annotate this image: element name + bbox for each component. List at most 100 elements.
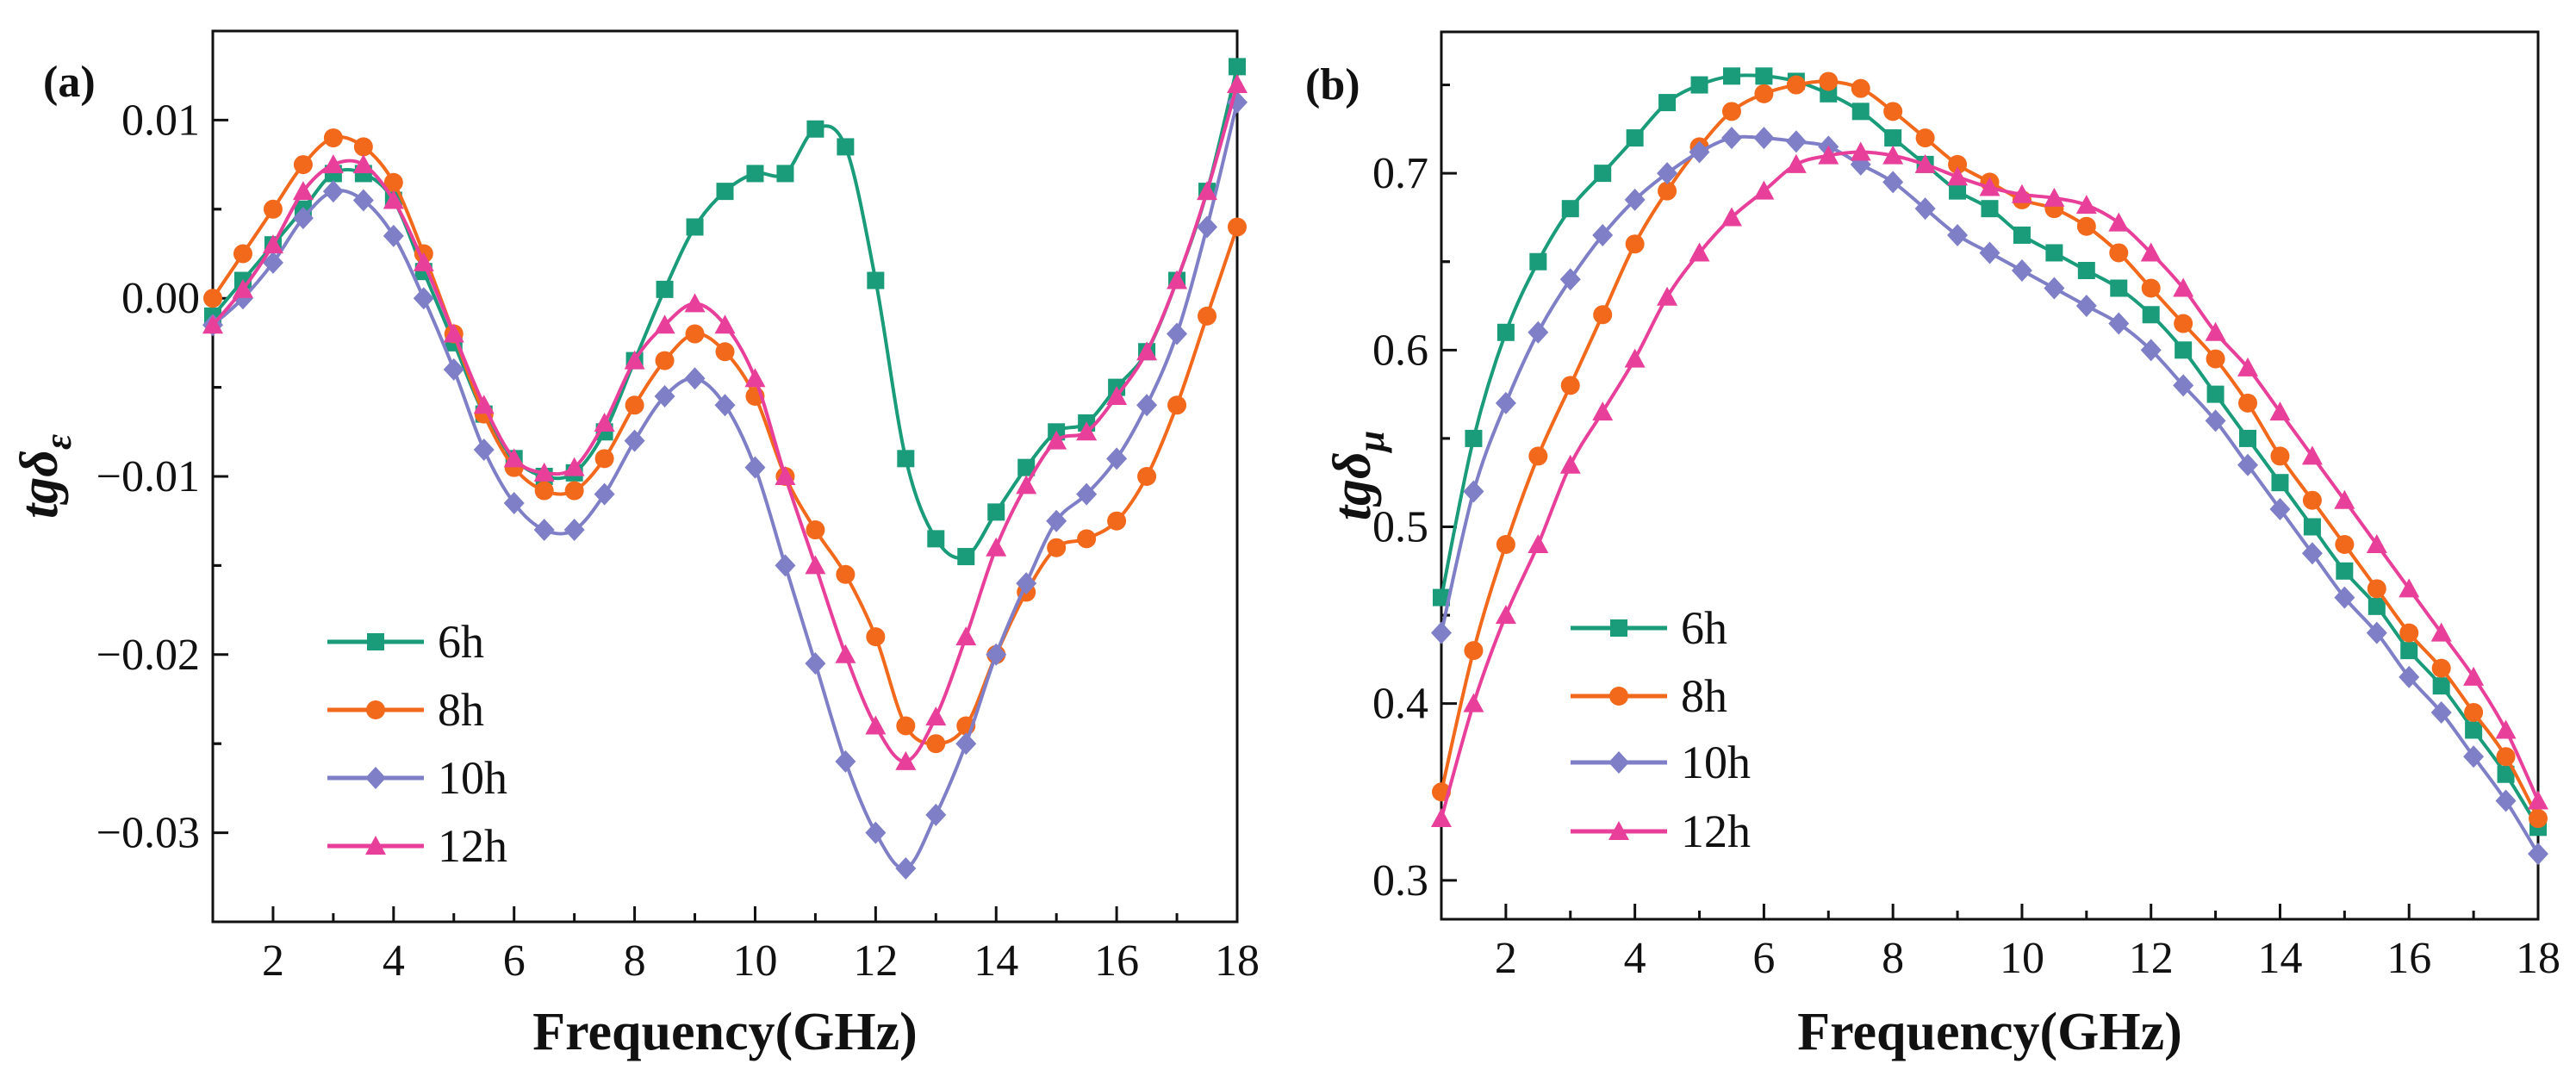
data-point-6h (2013, 226, 2031, 244)
data-point-10h (1046, 509, 1067, 532)
data-point-8h (323, 128, 343, 148)
data-point-8h (2399, 623, 2419, 643)
data-point-8h (926, 734, 946, 754)
legend-label: 8h (1681, 670, 1727, 722)
data-point-6h (1626, 129, 1644, 147)
data-point-8h (2496, 747, 2516, 767)
data-point-10h (1657, 162, 1678, 185)
data-point-10h (352, 189, 374, 212)
data-point-12h (1076, 421, 1098, 441)
data-point-12h (443, 323, 464, 343)
series-line-10h (1440, 134, 2540, 855)
data-point-10h (895, 856, 917, 880)
data-point-8h (1883, 102, 1903, 121)
data-point-12h (232, 278, 253, 298)
data-point-10h (413, 287, 434, 310)
data-point-12h (1979, 177, 2000, 196)
data-point-6h (2206, 385, 2224, 403)
data-point-8h (353, 137, 373, 157)
legend-item-10h: 10h (1571, 737, 1751, 788)
data-point-6h (1851, 103, 1870, 121)
data-point-12h (805, 555, 826, 575)
data-point-12h (1657, 286, 1678, 306)
y-tick-label: 0.00 (121, 274, 200, 323)
data-point-8h (1819, 72, 1839, 91)
data-point-12h (383, 190, 404, 209)
data-point-12h (744, 368, 766, 388)
data-point-10h (1197, 215, 1218, 239)
data-point-10h (473, 438, 495, 461)
data-point-10h (955, 732, 977, 756)
data-point-8h (1786, 75, 1806, 95)
x-tick-label: 4 (383, 936, 405, 986)
data-point-12h (654, 314, 675, 334)
data-point-12h (865, 715, 887, 735)
data-point-8h (625, 395, 644, 415)
data-point-10h (925, 803, 947, 826)
data-point-6h (716, 183, 734, 201)
x-tick-label: 4 (1624, 934, 1646, 983)
data-point-8h (2464, 702, 2484, 722)
data-point-6h (2077, 261, 2095, 279)
data-point-12h (1947, 166, 1969, 186)
data-point-10h (443, 358, 464, 381)
data-point-12h (1624, 348, 1646, 368)
data-point-8h (2174, 314, 2193, 333)
data-point-12h (292, 181, 314, 201)
data-point-8h (383, 172, 403, 192)
data-point-10h (262, 251, 283, 274)
data-point-8h (1754, 84, 1774, 103)
y-axis-title: tgδμ (1323, 431, 1392, 520)
data-point-12h (2495, 719, 2517, 739)
data-point-12h (1914, 153, 1936, 173)
data-point-10h (2075, 295, 2097, 318)
data-point-10h (2205, 409, 2226, 432)
legend-label: 8h (438, 684, 484, 736)
y-tick-label: −0.01 (96, 452, 200, 501)
data-point-6h (2336, 562, 2354, 580)
data-point-12h (835, 644, 856, 663)
x-axis-title: Frequency(GHz) (1797, 1003, 2182, 1061)
data-point-10h (2140, 339, 2162, 362)
data-point-12h (925, 706, 947, 726)
data-point-6h (746, 165, 764, 183)
data-point-10h (1624, 188, 1646, 211)
data-point-8h (564, 481, 584, 501)
data-point-6h (1017, 458, 1036, 476)
legend-label: 10h (1681, 737, 1751, 788)
data-point-6h (927, 530, 945, 548)
data-point-8h (2076, 216, 2096, 236)
y-axis-title: tgδε (10, 434, 79, 519)
data-point-10h (1528, 320, 1549, 344)
data-point-12h (624, 350, 645, 370)
y-tick-label: 0.7 (1372, 149, 1428, 198)
panel-b-chart: 2 4 6 8 10 12 14 16 18 0.7 0.6 0.5 0.4 0.3 Frequency(G… (1305, 30, 2560, 1061)
legend-marker-circle (1609, 687, 1628, 706)
data-point-12h (413, 252, 434, 271)
data-point-10h (383, 224, 404, 247)
data-point-12h (775, 466, 796, 485)
data-point-10h (775, 554, 796, 577)
data-point-12h (2075, 195, 2097, 215)
data-point-12h (322, 154, 344, 174)
data-point-8h (1658, 181, 1677, 201)
data-point-6h (1981, 200, 1999, 218)
data-point-6h (1690, 76, 1708, 94)
data-point-12h (594, 412, 615, 432)
data-point-6h (1529, 252, 1547, 271)
data-point-12h (2430, 622, 2452, 642)
y-tick-label: 0.6 (1372, 326, 1428, 375)
data-point-10h (2173, 374, 2194, 397)
data-point-12h (1753, 180, 1775, 200)
data-point-6h (2303, 518, 2321, 536)
data-point-8h (2529, 809, 2548, 829)
data-point-8h (1496, 535, 1515, 555)
x-tick-label: 18 (1215, 936, 1260, 986)
data-point-8h (1137, 467, 1157, 486)
data-point-10h (1016, 572, 1037, 595)
data-point-10h (2044, 277, 2065, 300)
series-line-10h (211, 102, 1239, 871)
data-point-10h (1785, 130, 1807, 153)
data-point-6h (1884, 129, 1902, 147)
data-point-8h (1228, 217, 1247, 237)
